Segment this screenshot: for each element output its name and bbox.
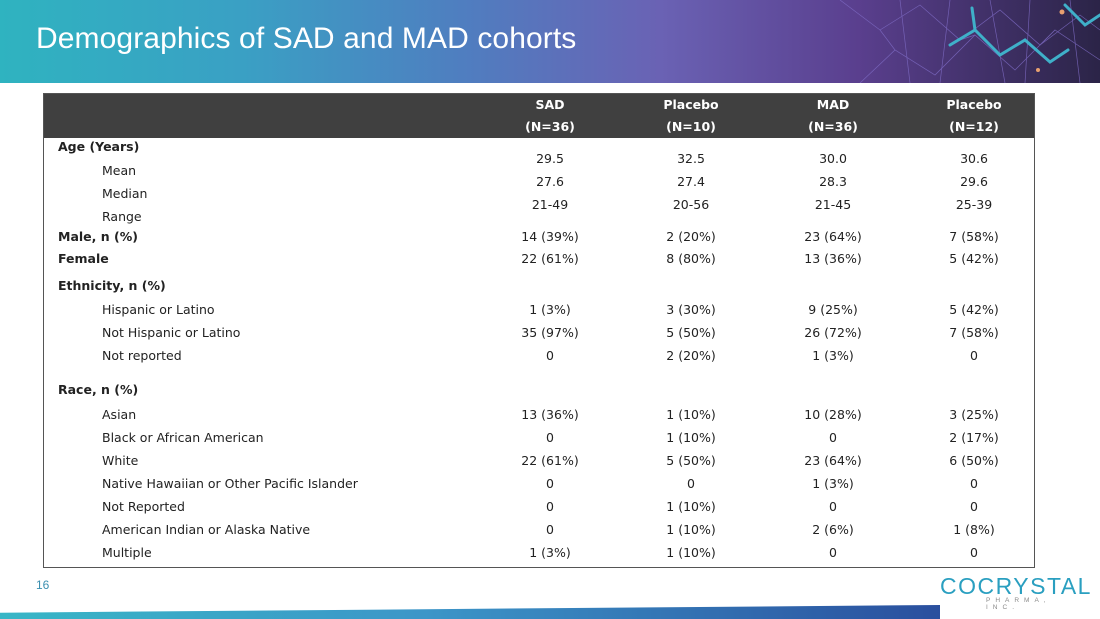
table-cell: 5 (50%) bbox=[666, 453, 716, 468]
table-cell: 29.5 bbox=[536, 151, 564, 166]
table-cell: 6 (50%) bbox=[949, 453, 999, 468]
row-label-ethnicity: Ethnicity, n (%) bbox=[58, 278, 166, 293]
demographics-table: SAD (N=36) Placebo (N=10) MAD (N=36) Placeb… bbox=[43, 93, 1035, 568]
row-label-female: Female bbox=[58, 251, 109, 266]
table-cell: 1 (3%) bbox=[812, 476, 854, 491]
table-cell: 7 (58%) bbox=[949, 229, 999, 244]
table-cell: 2 (6%) bbox=[812, 522, 854, 537]
table-cell: 35 (97%) bbox=[521, 325, 579, 340]
row-label-male: Male, n (%) bbox=[58, 229, 138, 244]
table-cell: 0 bbox=[970, 476, 978, 491]
table-cell: 1 (10%) bbox=[666, 430, 716, 445]
table-cell: 5 (50%) bbox=[666, 325, 716, 340]
table-cell: 1 (3%) bbox=[529, 545, 571, 560]
table-cell: 22 (61%) bbox=[521, 453, 579, 468]
row-label-range: Range bbox=[102, 209, 142, 224]
table-header: SAD (N=36) Placebo (N=10) MAD (N=36) Placeb… bbox=[44, 94, 1034, 138]
table-cell: 0 bbox=[546, 430, 554, 445]
column-header-placebo-sad: Placebo (N=10) bbox=[663, 97, 719, 134]
table-cell: 13 (36%) bbox=[521, 407, 579, 422]
header-banner: Demographics of SAD and MAD cohorts bbox=[0, 0, 1100, 83]
table-cell: 0 bbox=[546, 348, 554, 363]
table-cell: 7 (58%) bbox=[949, 325, 999, 340]
table-cell: 1 (10%) bbox=[666, 499, 716, 514]
table-cell: 1 (3%) bbox=[529, 302, 571, 317]
table-cell: 0 bbox=[970, 545, 978, 560]
column-header-mad: MAD (N=36) bbox=[808, 97, 858, 134]
table-cell: 1 (10%) bbox=[666, 522, 716, 537]
company-logo: COCRYSTAL PHARMA, INC. bbox=[940, 573, 1090, 611]
table-cell: 1 (8%) bbox=[953, 522, 995, 537]
table-cell: 0 bbox=[829, 430, 837, 445]
table-cell: 23 (64%) bbox=[804, 229, 862, 244]
row-label-median: Median bbox=[102, 186, 148, 201]
logo-wordmark: COCRYSTAL bbox=[940, 573, 1092, 599]
table-cell: 0 bbox=[829, 499, 837, 514]
table-cell: 2 (20%) bbox=[666, 348, 716, 363]
table-cell: 1 (10%) bbox=[666, 407, 716, 422]
table-cell: 25-39 bbox=[955, 197, 993, 212]
table-cell: 27.6 bbox=[536, 174, 564, 189]
table-cell: 30.6 bbox=[960, 151, 988, 166]
table-cell: 10 (28%) bbox=[804, 407, 862, 422]
table-cell: 1 (10%) bbox=[666, 545, 716, 560]
row-label: Multiple bbox=[102, 545, 152, 560]
table-cell: 0 bbox=[546, 476, 554, 491]
row-label: Hispanic or Latino bbox=[102, 302, 215, 317]
row-label: American Indian or Alaska Native bbox=[102, 522, 311, 537]
table-cell: 27.4 bbox=[677, 174, 705, 189]
row-label: Not Hispanic or Latino bbox=[102, 325, 241, 340]
table-cell: 0 bbox=[970, 348, 978, 363]
table-cell: 3 (25%) bbox=[949, 407, 999, 422]
table-cell: 9 (25%) bbox=[808, 302, 858, 317]
table-cell: 14 (39%) bbox=[521, 229, 579, 244]
table-cell: 0 bbox=[546, 522, 554, 537]
column-header-sad: SAD (N=36) bbox=[525, 97, 575, 134]
row-label: Black or African American bbox=[102, 430, 264, 445]
table-cell: 32.5 bbox=[677, 151, 705, 166]
table-cell: 29.6 bbox=[960, 174, 988, 189]
table-cell: 30.0 bbox=[819, 151, 847, 166]
table-cell: 28.3 bbox=[819, 174, 847, 189]
table-cell: 22 (61%) bbox=[521, 251, 579, 266]
table-cell: 0 bbox=[970, 499, 978, 514]
table-cell: 1 (3%) bbox=[812, 348, 854, 363]
page-title: Demographics of SAD and MAD cohorts bbox=[36, 22, 577, 55]
table-cell: 26 (72%) bbox=[804, 325, 862, 340]
table-cell: 8 (80%) bbox=[666, 251, 716, 266]
table-cell: 13 (36%) bbox=[804, 251, 862, 266]
table-cell: 0 bbox=[687, 476, 695, 491]
table-cell: 23 (64%) bbox=[804, 453, 862, 468]
table-cell: 20-56 bbox=[672, 197, 710, 212]
row-label: White bbox=[102, 453, 139, 468]
molecule-graphic bbox=[839, 0, 1100, 83]
table-cell: 5 (42%) bbox=[949, 302, 999, 317]
row-label: Native Hawaiian or Other Pacific Islande… bbox=[102, 476, 358, 491]
row-label-race: Race, n (%) bbox=[58, 382, 139, 397]
table-cell: 5 (42%) bbox=[949, 251, 999, 266]
footer-accent-bar bbox=[0, 605, 940, 619]
row-label-mean: Mean bbox=[102, 163, 137, 178]
row-label-age: Age (Years) bbox=[58, 139, 140, 154]
page-number: 16 bbox=[36, 578, 50, 592]
row-label: Asian bbox=[102, 407, 137, 422]
table-cell: 21-49 bbox=[531, 197, 569, 212]
column-header-placebo-mad: Placebo (N=12) bbox=[946, 97, 1002, 134]
logo-subtitle: PHARMA, INC. bbox=[986, 597, 1051, 611]
table-cell: 21-45 bbox=[814, 197, 852, 212]
row-label: Not Reported bbox=[102, 499, 185, 514]
table-cell: 3 (30%) bbox=[666, 302, 716, 317]
row-label: Not reported bbox=[102, 348, 182, 363]
table-cell: 0 bbox=[546, 499, 554, 514]
table-cell: 0 bbox=[829, 545, 837, 560]
table-cell: 2 (17%) bbox=[949, 430, 999, 445]
table-cell: 2 (20%) bbox=[666, 229, 716, 244]
